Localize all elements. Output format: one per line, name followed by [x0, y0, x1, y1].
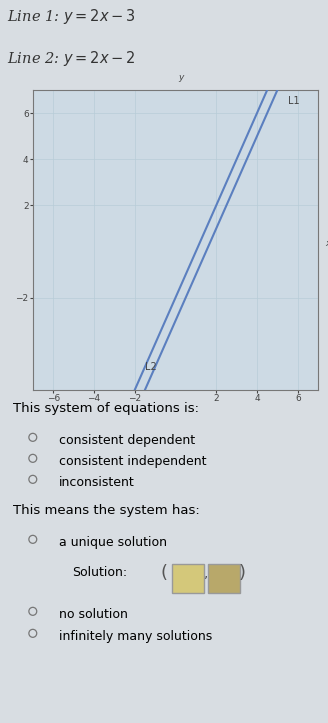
- Text: ,: ,: [204, 566, 208, 580]
- FancyBboxPatch shape: [208, 565, 240, 593]
- Text: no solution: no solution: [59, 608, 128, 621]
- Text: Line 1: $y=2x-3$: Line 1: $y=2x-3$: [7, 7, 135, 26]
- Text: This means the system has:: This means the system has:: [13, 504, 200, 517]
- Text: This system of equations is:: This system of equations is:: [13, 402, 199, 415]
- Text: x: x: [325, 239, 328, 248]
- Text: Line 2: $y=2x-2$: Line 2: $y=2x-2$: [7, 49, 135, 69]
- Text: consistent independent: consistent independent: [59, 455, 207, 468]
- Text: L1: L1: [288, 96, 299, 106]
- Text: y: y: [178, 73, 184, 82]
- Text: inconsistent: inconsistent: [59, 476, 135, 489]
- Text: (: (: [161, 565, 168, 582]
- Text: a unique solution: a unique solution: [59, 536, 167, 549]
- Text: infinitely many solutions: infinitely many solutions: [59, 630, 212, 643]
- Text: consistent dependent: consistent dependent: [59, 434, 195, 447]
- Text: ): ): [239, 565, 246, 582]
- Text: L2: L2: [145, 362, 157, 372]
- Text: Solution:: Solution:: [72, 566, 127, 579]
- FancyBboxPatch shape: [172, 565, 204, 593]
